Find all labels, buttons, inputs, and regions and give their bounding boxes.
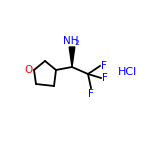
Text: F: F	[101, 61, 107, 71]
Text: O: O	[25, 65, 33, 75]
Text: F: F	[102, 73, 108, 83]
Polygon shape	[69, 47, 75, 67]
Text: HCl: HCl	[118, 67, 137, 77]
Text: NH: NH	[63, 36, 79, 45]
Text: 2: 2	[74, 40, 79, 46]
Text: F: F	[88, 89, 94, 99]
